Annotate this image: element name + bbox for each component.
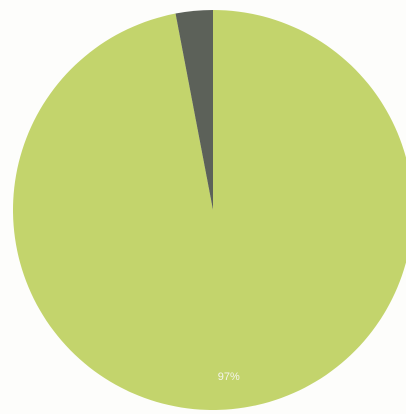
slice-label: 97% <box>218 371 240 383</box>
pie-slice <box>175 10 213 210</box>
pie-slice <box>13 10 406 410</box>
